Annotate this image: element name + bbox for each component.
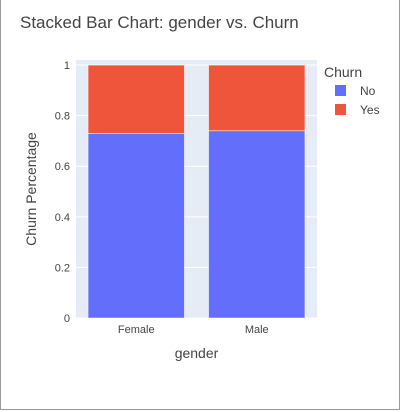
legend[interactable]: Churn No Yes	[324, 64, 380, 117]
x-axis-ticks: Female Male	[118, 324, 269, 336]
x-tick-label: Female	[118, 324, 155, 336]
y-tick-label: 0.8	[55, 111, 70, 123]
bar-male-yes[interactable]	[208, 64, 306, 132]
y-axis-ticks: 0 0.2 0.4 0.6 0.8 1	[55, 60, 70, 325]
bar-male-no[interactable]	[208, 130, 306, 319]
y-tick-label: 0.2	[55, 262, 70, 274]
y-tick-label: 0.6	[55, 161, 70, 173]
legend-title: Churn	[324, 64, 362, 80]
bars	[87, 64, 306, 319]
legend-label-no[interactable]: No	[360, 84, 376, 98]
legend-swatch-yes[interactable]	[335, 104, 346, 115]
y-tick-label: 0	[64, 313, 70, 325]
legend-swatch-no[interactable]	[335, 85, 346, 96]
chart-title: Stacked Bar Chart: gender vs. Churn	[20, 13, 299, 32]
y-tick-label: 0.4	[55, 212, 70, 224]
y-axis-label: Churn Percentage	[23, 132, 39, 246]
bar-female-yes[interactable]	[87, 64, 185, 134]
y-tick-label: 1	[64, 60, 70, 72]
legend-label-yes[interactable]: Yes	[360, 103, 380, 117]
x-tick-label: Male	[245, 324, 269, 336]
x-axis-label: gender	[175, 345, 219, 361]
bar-female-no[interactable]	[87, 133, 185, 319]
